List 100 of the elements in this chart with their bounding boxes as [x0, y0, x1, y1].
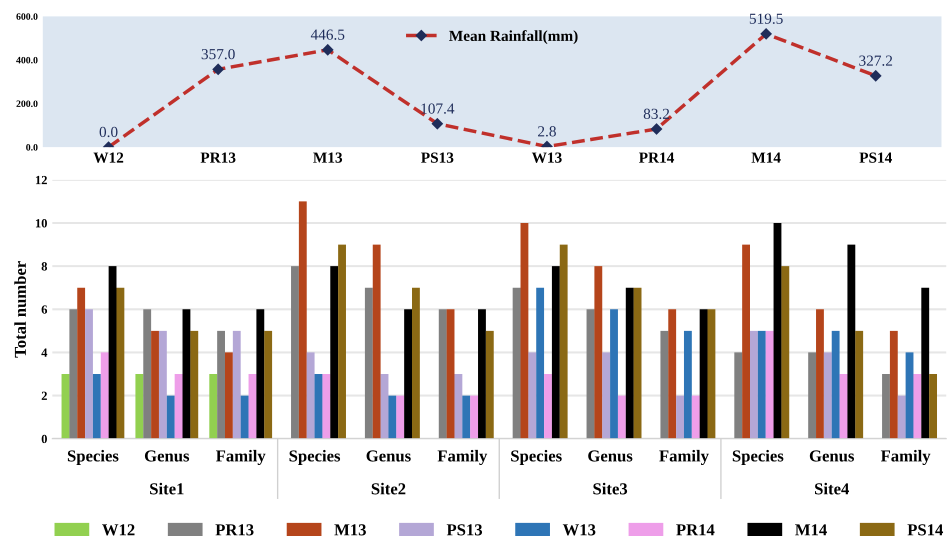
bar [240, 396, 249, 439]
x-tick-label: Genus [810, 450, 854, 462]
bar [158, 330, 167, 439]
text: Site4 [815, 482, 850, 494]
x-tick-label: Species [732, 450, 784, 465]
bar [330, 266, 338, 439]
y-tick-label: 10 [36, 219, 47, 228]
bar [660, 330, 668, 439]
bar [438, 309, 447, 439]
bar [291, 266, 299, 439]
bar [634, 288, 642, 439]
x-tick-label: Family [880, 450, 930, 465]
bar [774, 222, 782, 439]
legend-label: Mean Rainfall(mm) [449, 30, 578, 44]
bar [832, 330, 840, 439]
bar [890, 330, 898, 439]
bar [840, 374, 848, 439]
bar [151, 330, 159, 439]
legend-label: M13 [334, 524, 366, 536]
bar [256, 309, 264, 439]
bar [298, 201, 307, 439]
bar [586, 309, 594, 439]
x-tick-label: Genus [366, 450, 411, 462]
bar [232, 330, 241, 439]
x-tick-label: Family [659, 450, 709, 465]
data-label: 0.0 [100, 126, 118, 138]
bar [847, 244, 856, 439]
bar [446, 309, 454, 439]
bar [758, 330, 766, 439]
bar [225, 352, 233, 439]
bar [92, 374, 101, 439]
bar [77, 288, 86, 439]
bar [898, 396, 906, 439]
bar [906, 352, 914, 439]
bar [913, 374, 922, 439]
bar [781, 266, 790, 439]
x-tick-label: Genus [144, 450, 190, 462]
bar [364, 288, 373, 439]
bar [602, 352, 610, 439]
bar [486, 330, 494, 439]
bar [808, 352, 816, 439]
bar [462, 396, 470, 439]
y-tick-label: 6 [42, 305, 48, 314]
bar [143, 309, 152, 439]
y-tick-label: 0.0 [26, 144, 38, 151]
legend-label: PS13 [446, 524, 482, 536]
bar [816, 309, 824, 439]
legend-label: M14 [795, 524, 827, 536]
data-label: 107.4 [422, 103, 454, 114]
bar [209, 374, 218, 439]
bar [166, 396, 175, 439]
bar [454, 374, 462, 439]
bar [676, 396, 684, 439]
bar [264, 330, 272, 439]
data-label: 357.0 [202, 48, 235, 60]
x-tick-label: PR14 [638, 152, 674, 163]
x-tick-label: PS13 [421, 152, 454, 163]
y-tick-label: 12 [36, 176, 47, 184]
bar [684, 330, 692, 439]
x-tick-label: PR13 [200, 152, 236, 163]
data-label: 446.5 [310, 30, 344, 40]
x-tick-label: Genus [588, 450, 632, 462]
bar [618, 396, 626, 439]
bar [396, 396, 404, 439]
legend-label: PR13 [215, 524, 254, 536]
bar [528, 352, 536, 439]
bar [174, 374, 183, 439]
legend-label: W12 [102, 524, 134, 536]
data-label: 327.2 [859, 56, 892, 66]
bar [338, 244, 346, 439]
x-tick-label: Species [290, 450, 340, 465]
bar [544, 374, 552, 439]
bar [404, 309, 412, 439]
y-tick-label: 200.0 [16, 100, 38, 108]
bar [560, 244, 568, 439]
bar [388, 396, 396, 439]
data-label: 83.2 [644, 108, 670, 120]
bar [512, 288, 521, 439]
x-tick-label: W13 [532, 152, 562, 163]
x-tick-label: Family [216, 450, 266, 465]
x-tick-label: Family [438, 450, 488, 465]
bar [85, 309, 93, 439]
y-tick-label: 400.0 [16, 56, 38, 64]
y-tick-label: 4 [41, 348, 48, 357]
bar [69, 309, 78, 439]
legend-label: PR14 [676, 524, 715, 536]
bar [372, 244, 381, 439]
x-tick-label: W12 [93, 152, 124, 163]
legend-label: PS14 [908, 524, 944, 536]
bar [380, 374, 388, 439]
bar [100, 352, 109, 439]
bar [520, 222, 528, 439]
bar [478, 309, 486, 439]
data-label: 519.5 [750, 14, 783, 24]
bar [135, 374, 144, 439]
x-tick-label: PS14 [859, 152, 892, 163]
bar [855, 330, 864, 439]
text: Site3 [593, 482, 628, 494]
x-tick-label: M13 [313, 152, 342, 163]
bar [750, 330, 758, 439]
